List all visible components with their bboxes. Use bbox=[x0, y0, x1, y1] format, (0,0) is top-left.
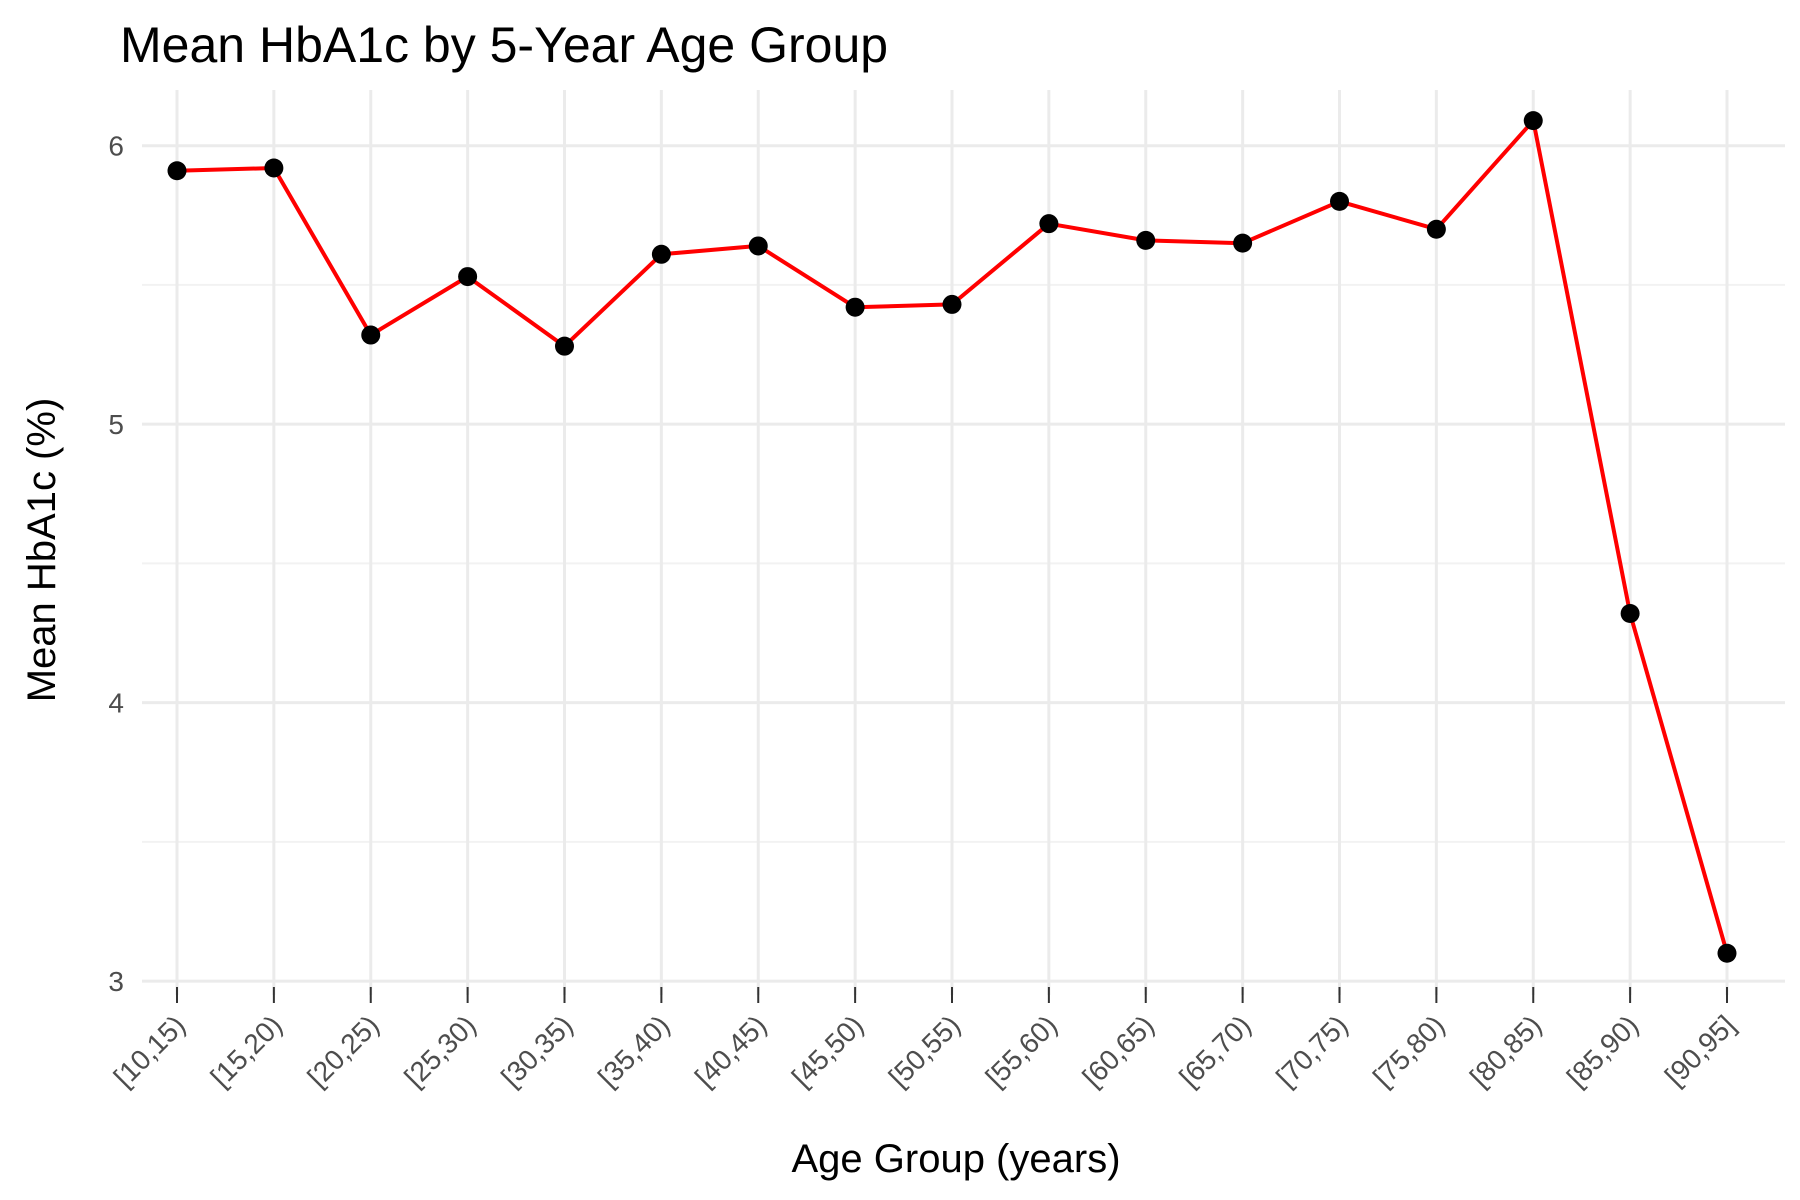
data-point bbox=[1620, 604, 1640, 624]
y-tick-label: 5 bbox=[108, 409, 124, 440]
data-point bbox=[1233, 233, 1253, 253]
data-point bbox=[845, 297, 865, 317]
data-point bbox=[1426, 219, 1446, 239]
data-point bbox=[942, 294, 962, 314]
series-points-group bbox=[167, 111, 1737, 963]
y-axis-title: Mean HbA1c (%) bbox=[20, 398, 64, 703]
data-point bbox=[748, 236, 768, 256]
data-point bbox=[458, 267, 478, 287]
axis-ticks bbox=[176, 987, 1728, 1003]
chart-title: Mean HbA1c by 5-Year Age Group bbox=[120, 17, 888, 73]
data-point bbox=[651, 244, 671, 264]
data-point bbox=[1330, 191, 1349, 211]
data-point bbox=[361, 325, 381, 345]
data-point bbox=[167, 161, 187, 181]
data-point bbox=[264, 158, 284, 178]
data-point bbox=[555, 336, 574, 356]
y-tick-label: 6 bbox=[108, 131, 124, 162]
y-axis-tick-labels: 3 4 5 6 bbox=[108, 131, 124, 997]
x-axis-title: Age Group (years) bbox=[791, 1137, 1120, 1181]
y-tick-label: 4 bbox=[108, 688, 124, 719]
data-point bbox=[1136, 230, 1156, 250]
data-point bbox=[1717, 943, 1737, 963]
data-point bbox=[1039, 214, 1059, 234]
major-gridlines bbox=[142, 90, 1785, 995]
minor-gridlines bbox=[142, 283, 1785, 843]
y-tick-label: 3 bbox=[108, 966, 124, 997]
data-point bbox=[1523, 111, 1543, 131]
